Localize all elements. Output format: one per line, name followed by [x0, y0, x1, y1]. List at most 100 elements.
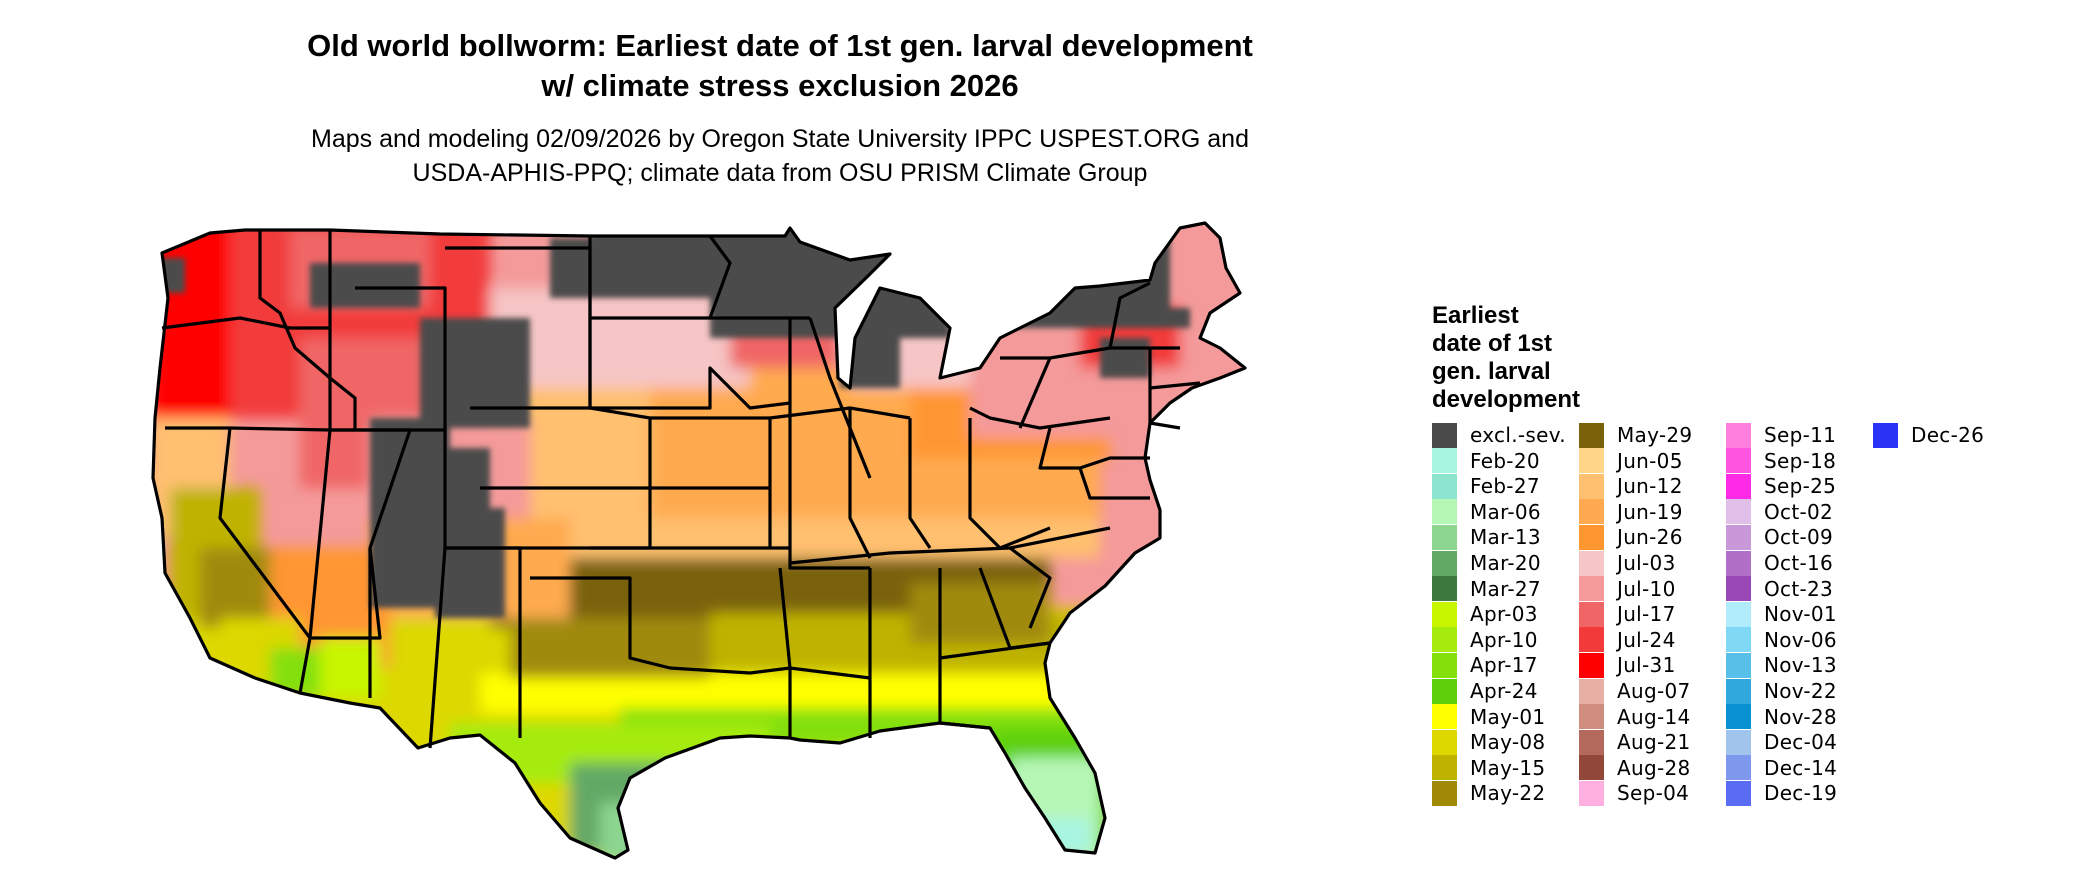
legend-item: Sep-18: [1726, 448, 1836, 474]
legend-swatch: [1432, 704, 1457, 730]
state-borders: [151, 221, 1247, 860]
legend-item: Sep-11: [1726, 422, 1836, 448]
legend-swatch: [1432, 576, 1457, 602]
legend-label: Sep-25: [1764, 474, 1837, 499]
legend-item: Nov-13: [1726, 652, 1837, 678]
legend-swatch: [1579, 524, 1604, 550]
legend-label: May-15: [1470, 755, 1546, 780]
legend-label: Jun-19: [1617, 499, 1683, 524]
legend-item: Oct-16: [1726, 550, 1833, 576]
legend-item: Nov-01: [1726, 601, 1837, 627]
legend-item: May-08: [1432, 729, 1545, 755]
legend-swatch: [1726, 601, 1751, 627]
legend-swatch: [1579, 550, 1604, 576]
legend-swatch: [1432, 473, 1457, 499]
legend-label: Mar-20: [1470, 551, 1541, 575]
legend-swatch: [1579, 499, 1604, 525]
legend-swatch: [1726, 473, 1751, 499]
legend-label: Nov-28: [1764, 704, 1837, 729]
legend-item: Aug-21: [1579, 729, 1691, 755]
us-map-graphic: [151, 221, 1247, 860]
legend-item: Dec-14: [1726, 755, 1837, 781]
legend-item: May-29: [1579, 422, 1692, 448]
legend-swatch: [1579, 422, 1604, 448]
legend-swatch: [1579, 627, 1604, 653]
legend-swatch: [1432, 729, 1457, 755]
legend-label: Oct-16: [1764, 551, 1834, 575]
legend-item: Jul-17: [1579, 601, 1676, 627]
legend-label: Jun-12: [1617, 474, 1683, 499]
legend-swatch: [1726, 499, 1751, 525]
legend-label: Nov-13: [1764, 653, 1837, 678]
legend-swatch: [1726, 448, 1751, 474]
legend-swatch: [1579, 448, 1604, 474]
legend-label: Apr-17: [1470, 653, 1538, 678]
legend-item: Oct-23: [1726, 576, 1833, 602]
legend-swatch: [1579, 780, 1604, 806]
legend-item: Mar-27: [1432, 576, 1541, 602]
legend-label: May-08: [1470, 730, 1546, 755]
legend-label: May-22: [1470, 781, 1546, 806]
legend-item: Dec-04: [1726, 729, 1837, 755]
legend-swatch: [1579, 576, 1604, 602]
legend-item: Apr-03: [1432, 601, 1538, 627]
legend-swatch: [1432, 678, 1457, 704]
legend-title-line: development: [1432, 386, 1581, 413]
legend-label: Apr-24: [1470, 679, 1538, 703]
legend-swatch: [1432, 499, 1457, 525]
legend-item: Jun-26: [1579, 524, 1683, 550]
legend-label: Feb-27: [1470, 474, 1540, 499]
legend-label: Mar-13: [1470, 525, 1541, 550]
legend-swatch: [1726, 422, 1751, 448]
map-subtitle-line1: Maps and modeling 02/09/2026 by Oregon S…: [311, 125, 1249, 153]
legend-label: Dec-19: [1764, 781, 1838, 806]
legend-item: excl.-sev.: [1432, 422, 1566, 448]
legend-label: Mar-27: [1470, 576, 1541, 601]
legend-item: Oct-09: [1726, 524, 1833, 550]
legend-item: Aug-28: [1579, 755, 1691, 781]
legend-swatch: [1432, 627, 1457, 653]
legend-label: Dec-04: [1764, 730, 1838, 755]
legend-label: Oct-09: [1764, 525, 1834, 550]
legend-swatch: [1726, 729, 1751, 755]
legend-item: Apr-17: [1432, 652, 1538, 678]
legend-swatch: [1726, 755, 1751, 781]
map-title: Old world bollworm: Earliest date of 1st…: [95, 26, 1465, 106]
legend-label: Jul-03: [1617, 551, 1676, 575]
legend-label: Mar-06: [1470, 499, 1541, 524]
legend-label: Apr-03: [1470, 602, 1538, 627]
legend-swatch: [1432, 780, 1457, 806]
legend-label: Jul-17: [1617, 602, 1676, 627]
legend-swatch: [1432, 448, 1457, 474]
map-subtitle-line2: USDA-APHIS-PPQ; climate data from OSU PR…: [412, 159, 1148, 187]
legend-item: Dec-19: [1726, 780, 1837, 806]
legend-label: Aug-21: [1617, 730, 1691, 755]
legend-swatch: [1726, 780, 1751, 806]
legend-item: Apr-10: [1432, 627, 1538, 653]
legend-swatch: [1726, 652, 1751, 678]
legend-label: Jul-31: [1617, 653, 1676, 678]
legend-swatch: [1432, 550, 1457, 576]
legend-item: Jun-05: [1579, 448, 1683, 474]
legend-swatch: [1726, 550, 1751, 576]
legend-swatch: [1726, 576, 1751, 602]
legend-label: Sep-18: [1764, 448, 1837, 473]
legend-label: Aug-28: [1617, 755, 1691, 780]
legend-label: Nov-22: [1764, 679, 1837, 703]
legend-swatch: [1432, 652, 1457, 678]
legend-label: Aug-14: [1617, 704, 1691, 729]
legend-item: Jun-12: [1579, 473, 1683, 499]
legend-item: Jul-24: [1579, 627, 1676, 653]
legend-item: Mar-20: [1432, 550, 1541, 576]
legend-swatch: [1432, 524, 1457, 550]
legend-swatch: [1726, 704, 1751, 730]
legend-swatch: [1726, 524, 1751, 550]
map-title-line1: Old world bollworm: Earliest date of 1st…: [307, 28, 1253, 63]
map-subtitle: Maps and modeling 02/09/2026 by Oregon S…: [95, 122, 1465, 190]
legend: excl.-sev. Feb-20 Feb-27 Mar-06 Mar-13 Mar-20…: [1432, 422, 2072, 812]
legend-label: Jul-10: [1617, 576, 1676, 601]
legend-label: Jun-05: [1617, 448, 1683, 473]
legend-item: Apr-24: [1432, 678, 1538, 704]
legend-swatch: [1432, 422, 1457, 448]
legend-label: Feb-20: [1470, 448, 1540, 473]
